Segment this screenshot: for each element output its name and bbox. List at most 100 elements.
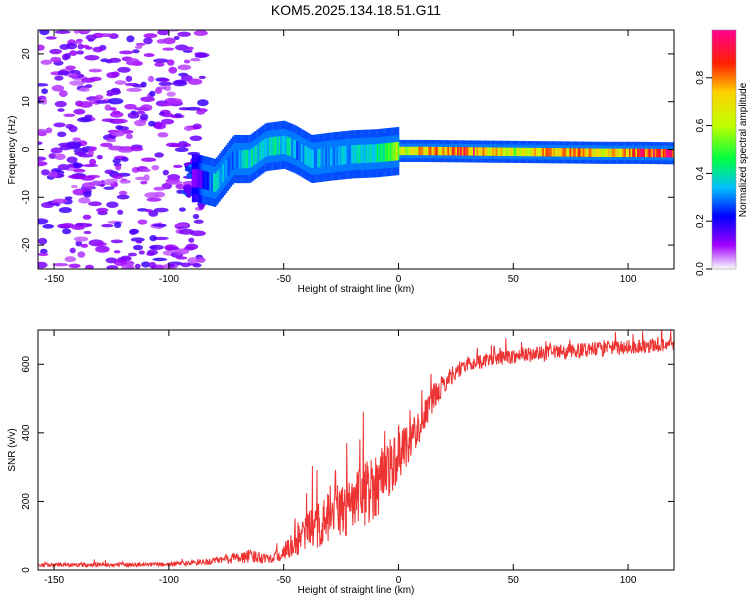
spectrogram-noise-blob (174, 147, 189, 153)
spectrogram-ridge-cell (436, 146, 438, 156)
spectrogram-ridge-cell (367, 144, 369, 163)
spectrogram-noise-blob (66, 156, 78, 164)
spectrogram-ridge-cell (278, 136, 281, 155)
spectrogram-noise-blob (58, 206, 72, 214)
spectrogram-noise-blob (115, 125, 123, 130)
spectrogram-ridge-cell (643, 148, 646, 158)
spectrogram-ridge-cell (527, 147, 530, 157)
spectrogram-ridge-cell (432, 146, 435, 156)
spectrogram-ridge-cell (521, 147, 524, 157)
spectrogram-noise-blob (73, 236, 89, 242)
spectrogram-ridge-cell (542, 147, 544, 157)
spectrogram-noise-blob (48, 153, 57, 160)
spectrogram-ridge-cell (624, 148, 626, 158)
spectrogram-ridge-cell (248, 149, 250, 169)
spectrogram-ridge-cell (355, 144, 358, 164)
spectrogram-ridge-cell (566, 148, 569, 157)
spectrogram-noise-blob (117, 66, 131, 73)
spectrogram-noise-blob (104, 178, 119, 183)
spectrogram-ridge-cell (640, 148, 642, 158)
spectrogram-ridge-cell (272, 137, 274, 156)
spectrogram-ridge-cell (232, 151, 234, 170)
spectrogram-noise-blob (148, 261, 157, 269)
spectrogram-ridge-cell (225, 159, 228, 179)
colorbar-tick-label: 0.0 (695, 262, 706, 276)
spectrogram-noise-blob (41, 88, 48, 95)
spectrogram-ridge-cell (403, 146, 406, 156)
spectrogram-noise-blob (72, 40, 83, 45)
spectrogram-ridge-cell (370, 144, 372, 163)
colorbar-tick-label: 0.8 (695, 70, 706, 84)
spectrogram-noise-blob (54, 75, 64, 81)
spectrogram-ridge-cell (608, 148, 610, 158)
spectrogram-ridge-cell (577, 148, 580, 157)
spectrogram-ridge-cell (212, 173, 215, 192)
spectrogram-ridge-cell (465, 147, 467, 156)
spectrogram-ridge-cell (304, 145, 307, 165)
spectrogram-ridge-cell (326, 147, 329, 167)
spectrogram-noise-blob (111, 129, 126, 137)
spectrogram-noise-blob (72, 137, 81, 142)
spectrogram-ridge-cell (391, 142, 393, 161)
snr-ytick-label: 600 (21, 356, 32, 373)
spectrogram-ridge-cell (254, 145, 257, 165)
spectrogram-noise-blob (140, 180, 148, 185)
spectrogram-ridge-cell (277, 136, 279, 155)
spectrogram-ridge-cell (617, 148, 620, 158)
spectrogram-noise-blob (106, 265, 119, 269)
spectrogram-ridge-cell (555, 148, 557, 157)
spectrogram-ridge-cell (590, 148, 593, 157)
spectrogram-noise-blob (89, 158, 97, 166)
spectrogram-ridge-cell (487, 147, 490, 156)
spectrogram-ridge-cell (410, 146, 413, 156)
spectrogram-noise-blob (106, 92, 114, 97)
spectrogram-noise-blob (60, 222, 75, 229)
spectrogram-noise-blob (77, 251, 86, 258)
snr-panel: -150 -100 -50 0 50 100 0 200 400 600 Height of st… (7, 329, 675, 596)
spectrogram-ridge-cell (256, 144, 258, 164)
spectrogram-ridge-cell (611, 148, 614, 158)
colorbar: 0.0 0.2 0.4 0.6 0.8 Normalized spectral ampl… (695, 29, 749, 276)
spectrogram-ridge-cell (320, 148, 323, 168)
spectrogram-ridge-cell (460, 147, 462, 156)
spectrogram-ridge-cell (365, 144, 368, 163)
spectrogram-ridge-cell (191, 169, 194, 188)
spectrogram-ridge-cell (448, 147, 451, 156)
spectrogram-ridge-cell (204, 171, 207, 190)
spectrogram-ridge-cell (572, 148, 575, 157)
spectrogram-ridge-cell (511, 147, 514, 157)
spectrogram-noise-blob (126, 35, 135, 43)
spectrogram-ridge-cell (473, 147, 475, 156)
spectrogram-noise-blob (141, 261, 151, 268)
spectrogram-ridge-cell (659, 148, 662, 158)
spectrogram-noise-blob (38, 156, 47, 161)
spectrogram-noise-blob (119, 179, 131, 184)
snr-plot-area (38, 330, 674, 570)
spectrogram-ridge-cell (569, 148, 572, 157)
spectrogram-noise-blob (115, 164, 122, 171)
spectrogram-noise-blob (120, 256, 132, 261)
spectrogram-ridge-cell (313, 149, 316, 168)
spectrogram-noise-blob (192, 213, 200, 219)
spectrogram-ridge-cell (571, 148, 573, 157)
spectrogram-ridge-cell (485, 147, 488, 156)
spectrogram-ridge-cell (513, 147, 515, 157)
spectrogram-ridge-cell (514, 147, 517, 157)
spectrogram-noise-blob (135, 42, 146, 46)
spectrogram-noise-blob (83, 190, 92, 198)
colorbar-frame (711, 29, 737, 270)
spectrogram-ridge-cell (428, 146, 430, 156)
spectrogram-noise-blob (193, 219, 204, 224)
spectrogram-ridge-cell (603, 148, 606, 158)
spectrogram-ridge-cell (592, 148, 594, 157)
spectrogram-ytick-label: 0 (21, 146, 32, 152)
spectrogram-noise-blob (73, 30, 80, 34)
spectrogram-noise-blob (162, 169, 169, 176)
spectrogram-noise-blob (153, 58, 169, 64)
spectrogram-noise-blob (38, 218, 49, 225)
spectrogram-noise-blob (45, 36, 57, 40)
spectrogram-noise-blob (196, 257, 206, 263)
spectrogram-noise-blob (63, 113, 76, 117)
spectrogram-noise-blob (186, 46, 194, 51)
